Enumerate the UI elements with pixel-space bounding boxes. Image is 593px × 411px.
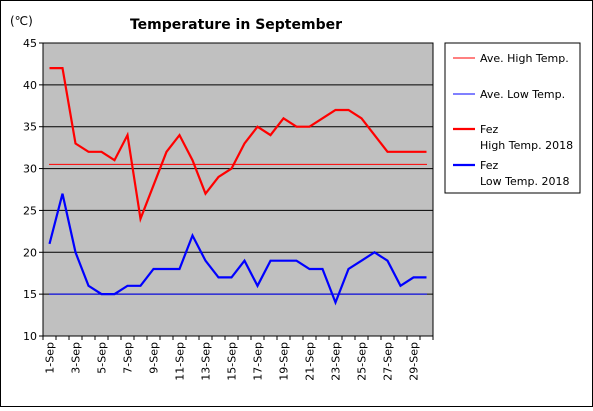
legend-label-3-0: Fez (480, 159, 498, 172)
x-tick-label-17-Sep: 17-Sep (252, 342, 265, 381)
x-tick-label-1-Sep: 1-Sep (44, 342, 57, 374)
y-tick-label-10: 10 (23, 330, 37, 343)
y-axis: 10 15 20 25 30 35 40 45 (23, 37, 43, 343)
x-tick-label-7-Sep: 7-Sep (122, 342, 135, 374)
unit-label: (℃) (10, 14, 33, 28)
legend-label-2-1: High Temp. 2018 (480, 139, 573, 152)
x-tick-label-15-Sep: 15-Sep (226, 342, 239, 381)
y-tick-label-20: 20 (23, 246, 37, 259)
x-tick-label-23-Sep: 23-Sep (330, 342, 343, 381)
x-tick-label-21-Sep: 21-Sep (304, 342, 317, 381)
series-lines (48, 66, 427, 306)
legend-label-3-1: Low Temp. 2018 (480, 175, 569, 188)
x-tick-label-3-Sep: 3-Sep (70, 342, 83, 374)
legend: Ave. High Temp. Ave. Low Temp. Fez High Tem… (453, 52, 573, 188)
legend-label-1-0: Ave. Low Temp. (480, 88, 565, 101)
y-tick-label-35: 35 (23, 121, 37, 134)
y-tick-label-15: 15 (23, 288, 37, 301)
series-line-3 (48, 193, 427, 306)
y-tick-label-45: 45 (23, 37, 37, 50)
x-tick-label-19-Sep: 19-Sep (278, 342, 291, 381)
x-axis: 1-Sep 3-Sep 5-Sep 7-Sep 9-Sep 11-Sep 13-Sep 15-… (42, 336, 434, 381)
y-tick-label-25: 25 (23, 204, 37, 217)
y-tick-label-30: 30 (23, 163, 37, 176)
x-tick-label-27-Sep: 27-Sep (382, 342, 395, 381)
x-tick-label-29-Sep: 29-Sep (408, 342, 421, 381)
x-tick-label-9-Sep: 9-Sep (148, 342, 161, 374)
series-line-2 (49, 66, 427, 224)
legend-box (444, 42, 581, 194)
x-tick-label-25-Sep: 25-Sep (356, 342, 369, 381)
chart-title: Temperature in September (130, 17, 342, 33)
x-tick-label-11-Sep: 11-Sep (174, 342, 187, 381)
legend-label-0-0: Ave. High Temp. (480, 52, 569, 65)
x-tick-label-13-Sep: 13-Sep (200, 342, 213, 381)
x-tick-label-5-Sep: 5-Sep (96, 342, 109, 374)
plot-area (42, 42, 434, 337)
legend-label-2-0: Fez (480, 123, 498, 136)
y-tick-label-40: 40 (23, 79, 37, 92)
